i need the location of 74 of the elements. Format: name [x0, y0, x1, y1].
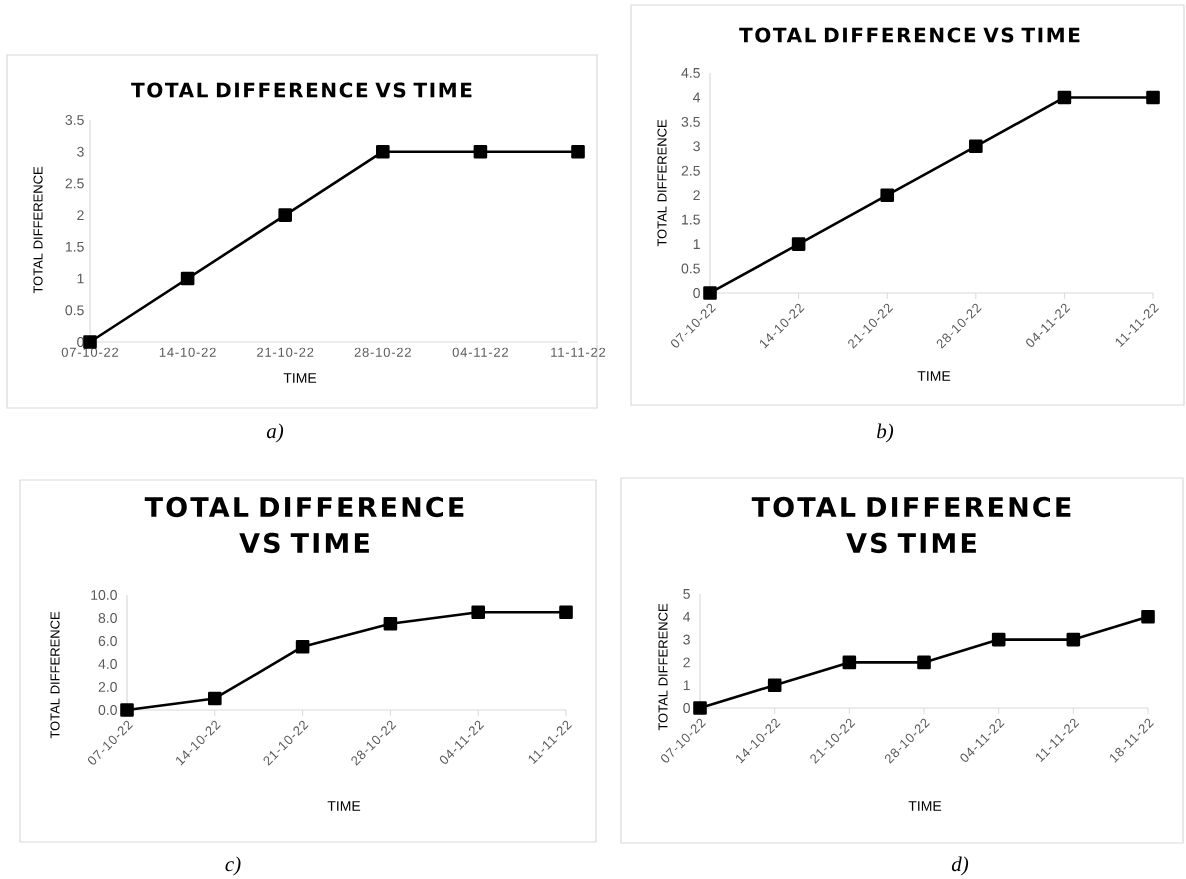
point	[1066, 632, 1081, 647]
y-tick-label: 3	[77, 146, 84, 157]
x-axis-title: TIME	[917, 371, 951, 381]
point	[559, 605, 573, 620]
point	[1146, 90, 1160, 105]
x-tick-label: 14-10-22	[159, 347, 216, 357]
y-tick-label: 10.0	[91, 590, 117, 600]
point	[693, 701, 707, 715]
chart-title: TOTAL DIFFERENCE VS TIME	[131, 82, 472, 98]
point	[120, 703, 134, 717]
text: b)	[877, 423, 894, 443]
point	[917, 655, 931, 670]
y-tick-label: 4	[683, 611, 691, 622]
y-tick-label: 0.0	[98, 705, 117, 715]
y-tick-label: 3.5	[65, 115, 84, 125]
y-tick-label: 6.0	[98, 636, 117, 646]
y-tick-label: 1.5	[682, 214, 700, 225]
y-tick-label: 3	[693, 141, 700, 152]
y-tick-label: 4.5	[681, 68, 700, 78]
y-tick-label: 1.5	[65, 241, 84, 252]
text: d)	[951, 856, 969, 876]
point	[180, 271, 195, 286]
y-tick-label: 0.5	[65, 305, 84, 316]
chart-title: TOTAL DIFFERENCE VS TIME	[751, 496, 1071, 554]
y-tick-label: 4	[693, 92, 701, 103]
point	[471, 605, 486, 620]
x-axis-title: TIME	[283, 373, 317, 383]
point	[295, 639, 310, 654]
x-tick-label: 11-11-22	[551, 347, 606, 357]
point	[473, 144, 488, 159]
point	[383, 616, 398, 631]
y-tick-label: 3	[683, 634, 690, 645]
point	[703, 286, 717, 300]
y-tick-label: 2.5	[681, 165, 700, 176]
point	[969, 139, 983, 154]
y-tick-label: 0.5	[681, 263, 700, 274]
y-tick-label: 1	[683, 680, 690, 690]
y-axis-title: TOTAL DIFFERENCE	[33, 166, 43, 294]
text: c)	[225, 856, 241, 876]
y-tick-label: 1	[77, 273, 84, 284]
point	[571, 144, 585, 159]
point	[767, 678, 782, 692]
point	[376, 144, 390, 159]
y-tick-label: 2.0	[98, 682, 117, 692]
y-axis-title: TOTAL DIFFERENCE	[50, 611, 60, 739]
y-tick-label: 0	[693, 288, 700, 298]
point	[791, 237, 806, 251]
point	[1057, 90, 1072, 105]
x-axis-title: TIME	[908, 801, 942, 811]
x-tick-label: 21-10-22	[257, 347, 314, 357]
x-tick-label: 04-11-22	[452, 347, 508, 357]
point	[1141, 609, 1155, 624]
text: a)	[266, 423, 284, 443]
x-tick-label: 07-10-22	[61, 347, 119, 357]
x-axis-title: TIME	[327, 801, 361, 811]
y-tick-label: 4.0	[98, 659, 117, 669]
point	[278, 208, 293, 222]
y-tick-label: 2	[693, 190, 700, 201]
y-tick-label: 8.0	[98, 613, 117, 623]
y-tick-label: 3.5	[681, 116, 700, 127]
y-tick-label: 5	[683, 589, 690, 599]
y-tick-label: 0	[683, 703, 690, 713]
y-tick-label: 2.5	[65, 178, 84, 189]
y-axis-title: TOTAL DIFFERENCE	[657, 119, 667, 247]
point	[880, 188, 895, 203]
chart-title: TOTAL DIFFERENCE VS TIME	[144, 496, 464, 554]
x-tick-label: 28-10-22	[354, 347, 411, 357]
y-tick-label: 2	[683, 657, 690, 668]
y-tick-label: 2	[77, 210, 84, 221]
point	[842, 655, 857, 670]
point	[991, 632, 1006, 647]
y-tick-label: 1	[693, 239, 700, 249]
point	[208, 691, 222, 706]
chart-title: TOTAL DIFFERENCE VS TIME	[739, 27, 1080, 43]
